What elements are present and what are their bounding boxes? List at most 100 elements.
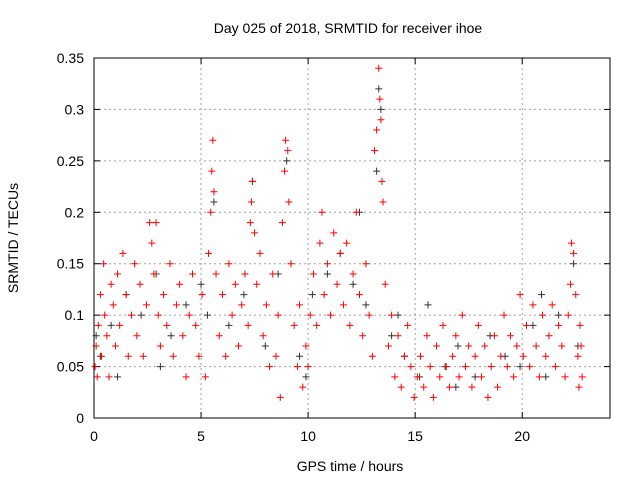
data-point [578, 373, 586, 381]
data-point [323, 270, 331, 278]
data-point [436, 373, 444, 381]
data-point [163, 321, 171, 329]
data-point [375, 64, 383, 72]
data-point [272, 352, 280, 360]
data-point [577, 342, 585, 350]
x-tick-label: 20 [514, 428, 530, 444]
data-point [359, 332, 367, 340]
y-tick-label: 0.2 [65, 204, 85, 220]
data-point [542, 373, 550, 381]
data-point [407, 363, 415, 371]
series-black [92, 85, 582, 391]
data-point [373, 126, 381, 134]
data-point [545, 332, 553, 340]
data-point [362, 260, 370, 268]
data-point [152, 219, 160, 227]
data-point [555, 321, 563, 329]
data-point [388, 311, 396, 319]
data-point [506, 332, 514, 340]
data-point [222, 352, 230, 360]
data-point [172, 301, 180, 309]
y-tick-label: 0.05 [57, 359, 84, 375]
data-point [471, 352, 479, 360]
data-point [306, 311, 314, 319]
data-point [228, 311, 236, 319]
data-point [516, 363, 524, 371]
data-point [293, 363, 301, 371]
data-point [572, 291, 580, 299]
data-point [101, 311, 109, 319]
data-point [526, 363, 534, 371]
data-point [570, 260, 578, 268]
data-point [454, 342, 462, 350]
data-point [201, 373, 209, 381]
data-point [576, 321, 584, 329]
data-point [346, 321, 354, 329]
data-point [100, 260, 108, 268]
data-point [503, 363, 511, 371]
data-point [114, 270, 122, 278]
data-point [284, 147, 292, 155]
data-point [302, 342, 310, 350]
data-point [198, 291, 206, 299]
data-point [394, 332, 402, 340]
data-point [150, 270, 158, 278]
data-point [510, 373, 518, 381]
data-point [455, 373, 463, 381]
data-point [107, 321, 115, 329]
y-tick-label: 0 [76, 410, 84, 426]
data-point [96, 291, 104, 299]
data-point [439, 321, 447, 329]
data-point [316, 239, 324, 247]
data-points [91, 64, 586, 401]
data-point [575, 383, 583, 391]
y-axis-label: SRMTID / TECUs [5, 183, 21, 293]
data-point [376, 95, 384, 103]
data-point [574, 352, 582, 360]
data-point [225, 260, 233, 268]
y-tick-label: 0.35 [57, 50, 84, 66]
data-point [532, 342, 540, 350]
data-point [426, 363, 434, 371]
data-point [215, 332, 223, 340]
data-point [375, 85, 383, 93]
data-point [218, 291, 226, 299]
data-point [519, 352, 527, 360]
data-point [103, 332, 111, 340]
data-point [468, 383, 476, 391]
data-point [278, 219, 286, 227]
data-point [296, 352, 304, 360]
data-point [548, 301, 556, 309]
data-point [111, 342, 119, 350]
data-point [176, 280, 184, 288]
data-point [373, 167, 381, 175]
data-point [302, 373, 310, 381]
data-point [304, 363, 312, 371]
data-point [452, 332, 460, 340]
data-point [318, 208, 326, 216]
data-point [309, 270, 317, 278]
data-point [169, 352, 177, 360]
data-point [261, 342, 269, 350]
data-point [210, 188, 218, 196]
data-point [251, 229, 259, 237]
data-point [570, 249, 578, 257]
data-point [522, 321, 530, 329]
data-point [320, 291, 328, 299]
data-point [290, 321, 298, 329]
data-point [127, 311, 135, 319]
data-point [148, 239, 156, 247]
data-point [154, 311, 162, 319]
data-point [391, 373, 399, 381]
data-point [93, 373, 101, 381]
data-point [424, 301, 432, 309]
data-point [197, 280, 205, 288]
data-point [461, 363, 469, 371]
data-point [377, 105, 385, 113]
data-point [513, 342, 521, 350]
data-point [179, 332, 187, 340]
data-point [465, 342, 473, 350]
data-point [116, 321, 124, 329]
data-point [119, 249, 127, 257]
data-point [535, 373, 543, 381]
